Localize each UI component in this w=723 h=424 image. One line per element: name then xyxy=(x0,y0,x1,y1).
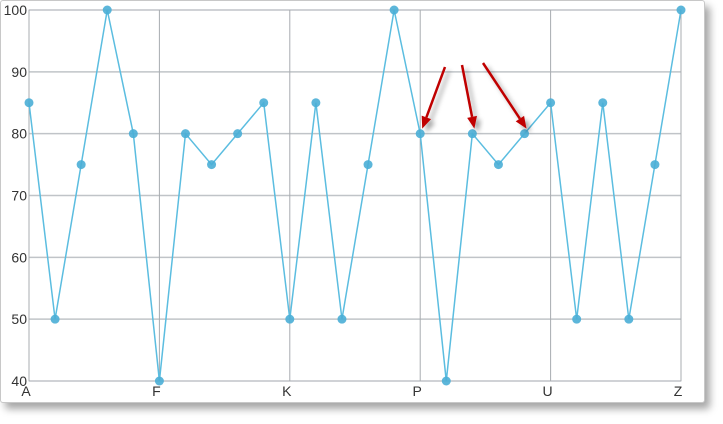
data-point-G xyxy=(180,129,190,139)
data-point-Q xyxy=(441,376,451,386)
data-point-N xyxy=(363,160,373,170)
data-point-Z xyxy=(676,5,686,15)
x-tick-label: K xyxy=(282,383,292,399)
y-tick-label: 70 xyxy=(11,188,27,204)
data-point-K xyxy=(285,314,295,324)
y-tick-label: 40 xyxy=(11,373,27,389)
arrow-head xyxy=(515,115,527,129)
data-point-Y xyxy=(650,160,660,170)
y-tick-label: 90 xyxy=(11,64,27,80)
data-point-U xyxy=(546,98,556,108)
annotation-arrow xyxy=(421,66,447,129)
y-tick-label: 60 xyxy=(11,249,27,265)
x-tick-label: U xyxy=(543,383,553,399)
series-line xyxy=(28,9,682,382)
arrow-shaft xyxy=(481,62,521,120)
arrow-head xyxy=(467,115,477,129)
y-tick-label: 100 xyxy=(4,2,28,18)
data-point-V xyxy=(572,314,582,324)
x-tick-label: P xyxy=(413,383,422,399)
arrow-shaft xyxy=(460,64,474,118)
data-point-L xyxy=(311,98,321,108)
data-point-E xyxy=(128,129,138,139)
annotation-arrow xyxy=(481,62,527,129)
arrow-head xyxy=(421,115,432,129)
chart-frame xyxy=(0,0,705,403)
data-point-O xyxy=(389,5,399,15)
x-tick-label: Z xyxy=(674,383,683,399)
arrow-shaft xyxy=(425,66,447,118)
annotation-arrow xyxy=(460,64,477,129)
data-point-J xyxy=(259,98,269,108)
data-point-I xyxy=(233,129,243,139)
data-point-W xyxy=(598,98,608,108)
x-tick-label: A xyxy=(21,383,31,399)
data-point-X xyxy=(624,314,634,324)
data-point-F xyxy=(154,376,164,386)
data-point-D xyxy=(102,5,112,15)
y-tick-label: 50 xyxy=(11,311,27,327)
data-point-M xyxy=(337,314,347,324)
data-point-C xyxy=(76,160,86,170)
data-point-T xyxy=(520,129,530,139)
data-point-H xyxy=(207,160,217,170)
data-point-P xyxy=(415,129,425,139)
x-tick-label: F xyxy=(152,383,161,399)
data-point-B xyxy=(50,314,60,324)
data-point-S xyxy=(493,160,503,170)
y-tick-label: 80 xyxy=(11,126,27,142)
data-point-A xyxy=(24,98,34,108)
data-point-R xyxy=(467,129,477,139)
